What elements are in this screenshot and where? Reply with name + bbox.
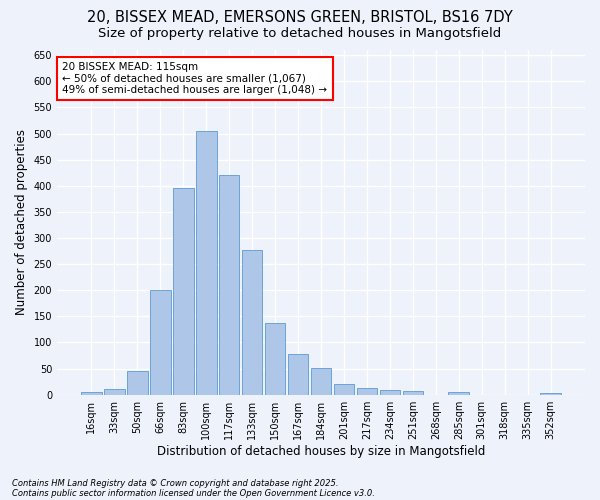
Text: Contains HM Land Registry data © Crown copyright and database right 2025.: Contains HM Land Registry data © Crown c… xyxy=(12,478,338,488)
Bar xyxy=(219,176,239,394)
Text: Size of property relative to detached houses in Mangotsfield: Size of property relative to detached ho… xyxy=(98,28,502,40)
Bar xyxy=(334,384,355,394)
Bar xyxy=(196,131,217,394)
Bar xyxy=(242,250,262,394)
Text: 20 BISSEX MEAD: 115sqm
← 50% of detached houses are smaller (1,067)
49% of semi-: 20 BISSEX MEAD: 115sqm ← 50% of detached… xyxy=(62,62,328,96)
Bar xyxy=(288,354,308,395)
X-axis label: Distribution of detached houses by size in Mangotsfield: Distribution of detached houses by size … xyxy=(157,444,485,458)
Bar xyxy=(448,392,469,394)
Bar xyxy=(311,368,331,394)
Bar xyxy=(81,392,102,394)
Text: Contains public sector information licensed under the Open Government Licence v3: Contains public sector information licen… xyxy=(12,488,375,498)
Bar xyxy=(541,393,561,394)
Bar xyxy=(403,390,423,394)
Y-axis label: Number of detached properties: Number of detached properties xyxy=(15,130,28,316)
Bar xyxy=(380,390,400,394)
Bar xyxy=(356,388,377,394)
Text: 20, BISSEX MEAD, EMERSONS GREEN, BRISTOL, BS16 7DY: 20, BISSEX MEAD, EMERSONS GREEN, BRISTOL… xyxy=(87,10,513,25)
Bar xyxy=(127,371,148,394)
Bar xyxy=(104,390,125,394)
Bar xyxy=(173,188,194,394)
Bar xyxy=(265,322,286,394)
Bar xyxy=(150,290,170,395)
